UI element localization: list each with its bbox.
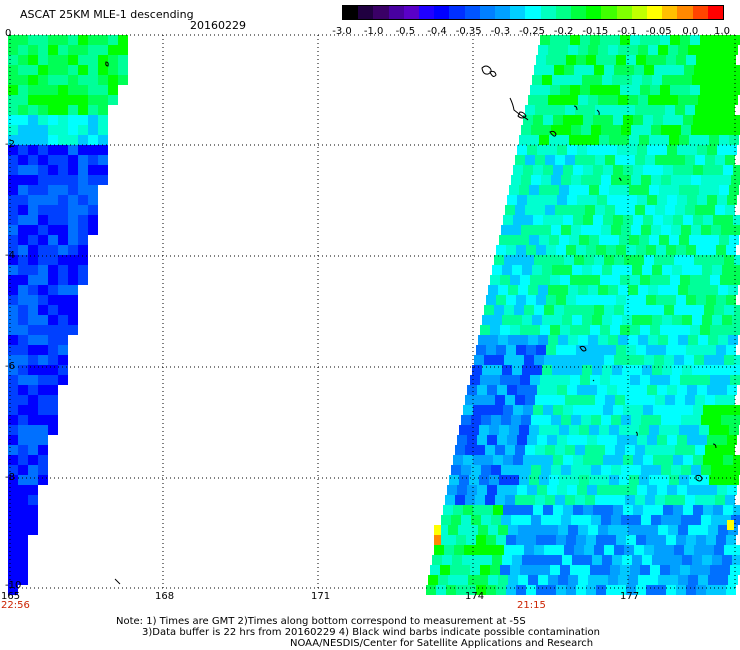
- colorbar-swatch: [373, 6, 389, 19]
- note-line-3: NOAA/NESDIS/Center for Satellite Applica…: [290, 638, 594, 649]
- island-outlines: [105, 61, 717, 585]
- colorbar-swatch: [707, 6, 724, 19]
- note-line-2: 3)Data buffer is 22 hrs from 20160229 4)…: [142, 627, 600, 638]
- latitude-label: -10: [5, 580, 22, 591]
- colorbar-swatch: [358, 6, 374, 19]
- product-date: 20160229: [190, 19, 246, 32]
- colorbar-swatch: [540, 6, 556, 19]
- colorbar-label: -0.4: [427, 26, 447, 37]
- colorbar-swatch: [434, 6, 450, 19]
- colorbar-swatch: [677, 6, 693, 19]
- latitude-label: -4: [5, 250, 15, 261]
- colorbar-label: -0.35: [455, 26, 482, 37]
- colorbar-label: -0.3: [490, 26, 511, 37]
- colorbar-label: 1.0: [714, 26, 730, 37]
- latitude-label: 0: [5, 28, 12, 39]
- colorbar-label: -0.5: [395, 26, 416, 37]
- colorbar-swatch: [571, 6, 587, 19]
- product-title: ASCAT 25KM MLE-1 descending: [20, 8, 194, 21]
- colorbar-swatch: [510, 6, 526, 19]
- colorbar-label: -1.0: [363, 26, 384, 37]
- colorbar-swatch: [495, 6, 511, 19]
- colorbar: [342, 5, 724, 20]
- time-middle: 21:15: [517, 600, 546, 611]
- colorbar-swatch: [449, 6, 465, 19]
- longitude-label: 168: [155, 591, 175, 602]
- latitude-label: -2: [5, 139, 15, 150]
- colorbar-swatch: [555, 6, 572, 19]
- colorbar-swatch: [647, 6, 663, 19]
- colorbar-label: -0.2: [553, 26, 574, 37]
- colorbar-label: -0.15: [582, 26, 609, 37]
- colorbar-swatch: [662, 6, 678, 19]
- colorbar-swatch: [631, 6, 648, 19]
- longitude-label: 165: [1, 591, 21, 602]
- colorbar-swatch: [601, 6, 617, 19]
- colorbar-label: -0.25: [519, 26, 545, 37]
- colorbar-swatch: [692, 6, 708, 19]
- longitude-label: 171: [311, 591, 331, 602]
- colorbar-swatch: [479, 6, 496, 19]
- swath-left: [8, 35, 128, 595]
- colorbar-swatch: [525, 6, 541, 19]
- time-left: 22:56: [1, 600, 30, 611]
- colorbar-label: -0.05: [645, 26, 672, 37]
- lat-lon-grid: [9, 34, 736, 589]
- colorbar-swatch: [403, 6, 420, 19]
- colorbar-swatch: [464, 6, 480, 19]
- colorbar-label: -3.0: [332, 26, 352, 37]
- latitude-label: -6: [5, 361, 15, 372]
- colorbar-label: 0.0: [682, 26, 699, 37]
- longitude-label: 174: [465, 591, 485, 602]
- latitude-label: -8: [5, 472, 15, 483]
- colorbar-swatch: [419, 6, 435, 19]
- colorbar-swatch: [616, 6, 632, 19]
- note-line-1: Note: 1) Times are GMT 2)Times along bot…: [116, 616, 526, 627]
- longitude-label: 177: [620, 591, 640, 602]
- swath-right: [426, 35, 740, 595]
- colorbar-swatch: [343, 6, 359, 19]
- colorbar-swatch: [388, 6, 404, 19]
- colorbar-swatch: [586, 6, 602, 19]
- colorbar-label: -0.1: [617, 26, 637, 37]
